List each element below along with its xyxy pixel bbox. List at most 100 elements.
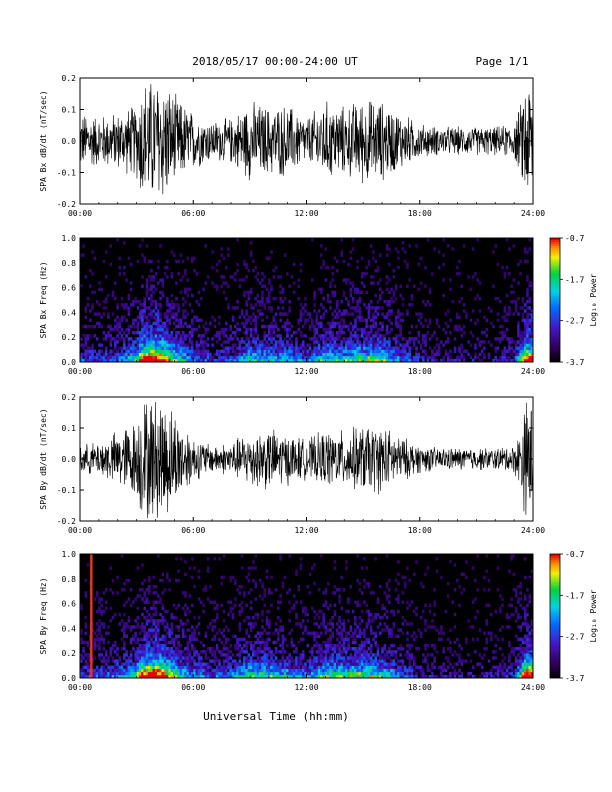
- spectrogram-cell: [245, 659, 248, 663]
- spectrogram-cell: [297, 352, 300, 357]
- spectrogram-cell: [118, 324, 122, 329]
- spectrogram-cell: [177, 671, 180, 676]
- spectrogram-cell: [159, 340, 162, 344]
- spectrogram-cell: [172, 659, 176, 663]
- spectrogram-cell: [442, 662, 445, 666]
- spectrogram-cell: [390, 674, 393, 678]
- spectrogram-cell: [292, 331, 296, 335]
- spectrogram-cell: [123, 272, 126, 276]
- spectrogram-cell: [252, 668, 255, 673]
- spectrogram-cell: [86, 334, 90, 338]
- spectrogram-cell: [240, 352, 244, 357]
- spectrogram-cell: [254, 296, 257, 301]
- spectrogram-cell: [517, 327, 520, 332]
- spectrogram-cell: [397, 647, 400, 651]
- spectrogram-cell: [385, 315, 389, 319]
- spectrogram-cell: [161, 346, 165, 350]
- spectrogram-cell: [213, 284, 217, 288]
- spectrogram-cell: [372, 321, 375, 326]
- spectrogram-cell: [286, 343, 289, 347]
- spectrogram-cell: [526, 250, 529, 254]
- spectrogram-cell: [177, 634, 180, 638]
- spectrogram-cell: [401, 296, 405, 301]
- spectrogram-cell: [281, 312, 285, 316]
- spectrogram-cell: [227, 284, 230, 288]
- spectrogram-cell: [372, 668, 375, 673]
- spectrogram-cell: [381, 668, 384, 673]
- spectrogram-cell: [134, 634, 137, 638]
- spectrogram-cell: [261, 581, 264, 586]
- spectrogram-cell: [356, 303, 359, 307]
- spectrogram-cell: [161, 355, 165, 360]
- spectrogram-cell: [485, 334, 488, 338]
- spectrogram-cell: [166, 609, 169, 614]
- spectrogram-cell: [363, 631, 366, 635]
- spectrogram-cell: [270, 355, 273, 360]
- spectrogram-cell: [222, 275, 226, 279]
- spectrogram-cell: [385, 253, 389, 257]
- x-tick-label: 24:00: [521, 209, 545, 218]
- spectrogram-cell: [224, 265, 228, 270]
- spectrogram-cell: [227, 337, 230, 341]
- spectrogram-cell: [410, 668, 414, 673]
- spectrogram-cell: [152, 656, 156, 660]
- spectrogram-cell: [487, 340, 491, 344]
- spectrogram-cell: [419, 312, 423, 316]
- colorbar-segment: [550, 306, 560, 309]
- spectrogram-cell: [152, 340, 156, 344]
- spectrogram-cell: [329, 640, 332, 645]
- spectrogram-cell: [138, 643, 142, 648]
- spectrogram-cell: [89, 324, 92, 329]
- spectrogram-cell: [150, 303, 153, 307]
- spectrogram-cell: [383, 591, 387, 595]
- spectrogram-cell: [526, 321, 529, 326]
- colorbar-segment: [550, 302, 560, 305]
- spectrogram-cell: [397, 312, 400, 316]
- spectrogram-cell: [331, 358, 334, 362]
- spectrogram-cell: [177, 324, 180, 329]
- spectrogram-cell: [152, 668, 156, 673]
- spectrogram-cell: [138, 358, 142, 362]
- spectrogram-cell: [202, 668, 205, 673]
- spectrogram-cell: [107, 631, 110, 635]
- spectrogram-cell: [143, 312, 146, 316]
- spectrogram-cell: [147, 343, 151, 347]
- y-tick-label: 0.4: [62, 308, 77, 317]
- spectrogram-cell: [249, 600, 253, 604]
- spectrogram-cell: [489, 321, 493, 326]
- spectrogram-cell: [154, 606, 158, 611]
- spectrogram-cell: [258, 309, 262, 313]
- spectrogram-cell: [179, 619, 183, 623]
- spectrogram-cell: [358, 312, 362, 316]
- spectrogram-cell: [317, 656, 321, 660]
- spectrogram-cell: [365, 340, 368, 344]
- spectrogram-cell: [256, 272, 260, 276]
- spectrogram-cell: [177, 625, 180, 629]
- spectrogram-cell: [365, 272, 368, 276]
- spectrogram-cell: [431, 352, 434, 357]
- spectrogram-cell: [333, 256, 337, 260]
- spectrogram-cell: [136, 337, 140, 341]
- spectrogram-cell: [415, 665, 418, 669]
- spectrogram-cell: [512, 340, 516, 344]
- spectrogram-cell: [102, 259, 106, 264]
- spectrogram-cell: [378, 346, 382, 350]
- spectrogram-cell: [265, 346, 269, 350]
- spectrogram-cell: [227, 674, 230, 678]
- spectrogram-cell: [381, 352, 384, 357]
- spectrogram-cell: [243, 619, 246, 623]
- spectrogram-cell: [526, 337, 529, 341]
- spectrogram-cell: [308, 312, 312, 316]
- spectrogram-cell: [274, 659, 278, 663]
- spectrogram-cell: [245, 603, 248, 607]
- spectrogram-cell: [512, 278, 516, 282]
- spectrogram-cell: [290, 640, 294, 645]
- colorbar-segment: [550, 254, 560, 257]
- spectrogram-cell: [272, 269, 276, 273]
- spectrogram-cell: [184, 622, 187, 626]
- spectrogram-cell: [98, 609, 101, 614]
- spectrogram-cell: [268, 300, 271, 304]
- spectrogram-cell: [374, 358, 378, 362]
- spectrogram-cell: [170, 315, 174, 319]
- spectrogram-cell: [145, 616, 149, 620]
